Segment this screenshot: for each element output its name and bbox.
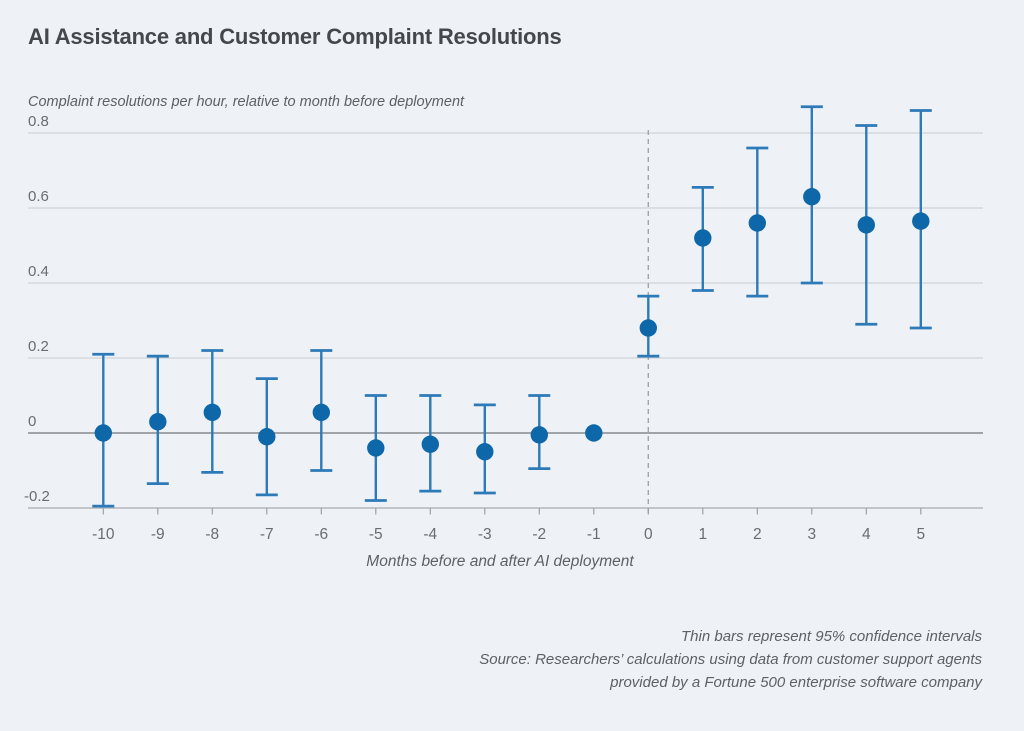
x-tick-label: 5 (916, 526, 925, 543)
data-point (639, 319, 657, 337)
data-point (803, 188, 821, 206)
data-point (857, 216, 875, 234)
y-tick-label: 0.8 (28, 113, 49, 130)
y-tick-label: -0.2 (24, 488, 50, 505)
x-tick-label: -2 (532, 526, 546, 543)
y-axis-title: Complaint resolutions per hour, relative… (28, 94, 465, 110)
y-tick-label: 0.6 (28, 188, 49, 205)
x-tick-label: -6 (314, 526, 328, 543)
y-tick-label: 0.4 (28, 263, 49, 280)
data-point (530, 426, 548, 444)
data-point (694, 229, 712, 247)
y-tick-label: 0 (28, 413, 36, 430)
x-tick-label: -3 (478, 526, 492, 543)
x-tick-label: 4 (862, 526, 871, 543)
chart-title: AI Assistance and Customer Complaint Res… (28, 24, 562, 49)
data-point (312, 403, 330, 422)
x-tick-label: 3 (807, 526, 816, 543)
footnotes: Thin bars represent 95% confidence inter… (479, 625, 982, 694)
x-tick-label: -10 (92, 526, 115, 543)
data-point (748, 214, 766, 232)
data-point (203, 403, 221, 422)
data-point (367, 439, 385, 457)
x-tick-label: -1 (587, 526, 601, 543)
x-tick-label: -8 (205, 526, 219, 543)
x-axis-title: Months before and after AI deployment (366, 553, 634, 570)
x-tick-label: -4 (423, 526, 437, 543)
x-tick-label: 0 (644, 526, 653, 543)
data-point (585, 424, 603, 442)
data-point (476, 443, 494, 461)
data-point (258, 428, 276, 446)
data-point (94, 424, 113, 442)
data-point (421, 435, 439, 453)
y-tick-label: 0.2 (28, 338, 49, 355)
x-tick-label: 1 (698, 526, 707, 543)
x-tick-label: -5 (369, 526, 383, 543)
x-tick-label: 2 (753, 526, 762, 543)
data-point (149, 413, 167, 431)
x-tick-label: -7 (260, 526, 274, 543)
x-tick-label: -9 (151, 526, 165, 543)
footnote-source-line1: Source: Researchers’ calculations using … (479, 651, 982, 668)
footnote-confidence-intervals: Thin bars represent 95% confidence inter… (681, 628, 982, 645)
data-point (912, 212, 930, 230)
footnote-source-line2: provided by a Fortune 500 enterprise sof… (610, 674, 982, 691)
